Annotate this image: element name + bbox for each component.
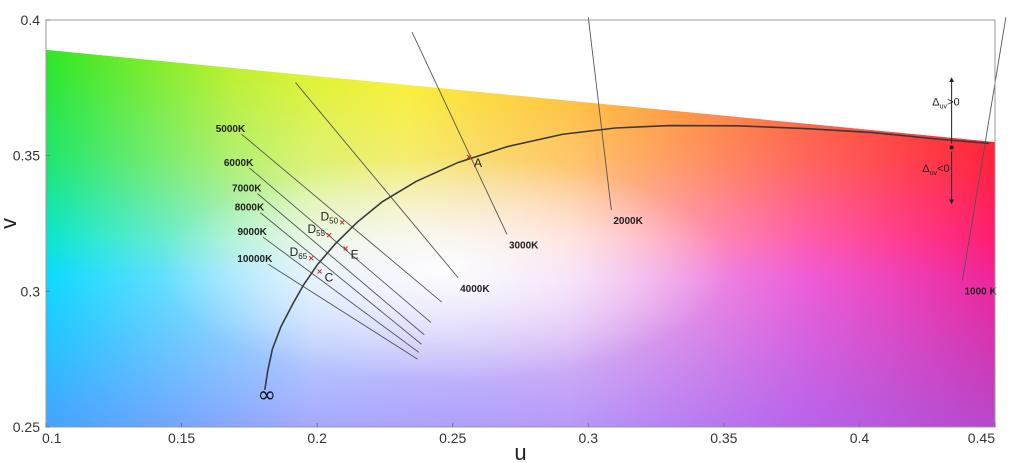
- isotherm-label: 4000K: [460, 284, 490, 295]
- isotherm-lines: [240, 17, 1007, 360]
- x-tick-label: 0.1: [42, 430, 62, 446]
- isotherm-label: 9000K: [237, 227, 267, 238]
- delta-uv-indicator: Δuv>0 Δuv<0: [922, 77, 960, 205]
- point-marker: [466, 154, 472, 160]
- isotherm-label: 5000K: [216, 124, 246, 135]
- isotherm-label: 3000K: [509, 240, 539, 251]
- x-tick-label: 0.3: [579, 430, 599, 446]
- isotherm-label: 6000K: [224, 158, 254, 169]
- isotherm-label: 10000K: [237, 254, 273, 265]
- point-label: A: [474, 156, 482, 170]
- point-label: D55: [307, 222, 325, 238]
- point-marker: [339, 220, 345, 225]
- y-tick-label: 0.4: [21, 12, 41, 28]
- isotherm-line: [295, 82, 459, 279]
- point-marker: [317, 269, 322, 274]
- delta-uv-negative-label: Δuv<0: [922, 163, 949, 177]
- isotherm-line: [259, 212, 422, 345]
- x-tick-label: 0.35: [710, 430, 737, 446]
- y-axis-ticks: 0.25 0.3 0.35 0.4: [13, 12, 50, 435]
- y-tick-label: 0.35: [13, 148, 40, 164]
- delta-base-point: [949, 145, 954, 150]
- isotherm-line: [587, 17, 612, 210]
- isotherm-label: 7000K: [232, 184, 262, 195]
- isotherm-labels: 10000K 9000K 8000K 7000K 6000K 5000K 4000K 3000…: [216, 124, 998, 298]
- x-axis-label: u: [514, 440, 526, 463]
- isotherm-line: [411, 32, 508, 235]
- field-white-point-glow: [46, 49, 995, 427]
- y-tick-label: 0.3: [21, 283, 41, 299]
- x-tick-label: 0.4: [850, 430, 870, 446]
- isotherm-line: [268, 263, 418, 360]
- isotherm-label: 2000K: [613, 216, 643, 227]
- x-tick-label: 0.25: [439, 430, 466, 446]
- chromaticity-color-field: [46, 49, 995, 427]
- point-label: C: [325, 271, 334, 285]
- y-tick-label: 0.25: [13, 419, 40, 435]
- isotherm-line: [257, 193, 425, 336]
- isotherm-line: [962, 17, 1007, 281]
- x-tick-label: 0.15: [168, 430, 195, 446]
- isotherm-line: [249, 167, 432, 323]
- infinity-label: ∞: [258, 383, 276, 408]
- point-label: D65: [290, 245, 308, 261]
- point-marker: [326, 232, 332, 238]
- y-axis-label: v: [0, 218, 21, 229]
- point-marker: [308, 255, 314, 261]
- plot-frame: [45, 19, 996, 428]
- point-label: E: [351, 247, 359, 261]
- point-label: D50: [321, 209, 339, 225]
- x-tick-label: 0.45: [968, 430, 995, 446]
- planckian-locus: [264, 124, 990, 390]
- isotherm-label: 8000K: [235, 203, 265, 214]
- isotherm-line: [262, 236, 420, 353]
- x-axis-ticks: 0.1 0.15 0.2 0.25 0.3 0.35 0.4 0.45: [42, 423, 996, 446]
- x-tick-label: 0.2: [307, 430, 327, 446]
- isotherm-line: [240, 133, 443, 303]
- isotherm-label: 1000 K: [964, 286, 997, 297]
- point-marker: [343, 246, 348, 251]
- delta-uv-positive-label: Δuv>0: [932, 96, 959, 110]
